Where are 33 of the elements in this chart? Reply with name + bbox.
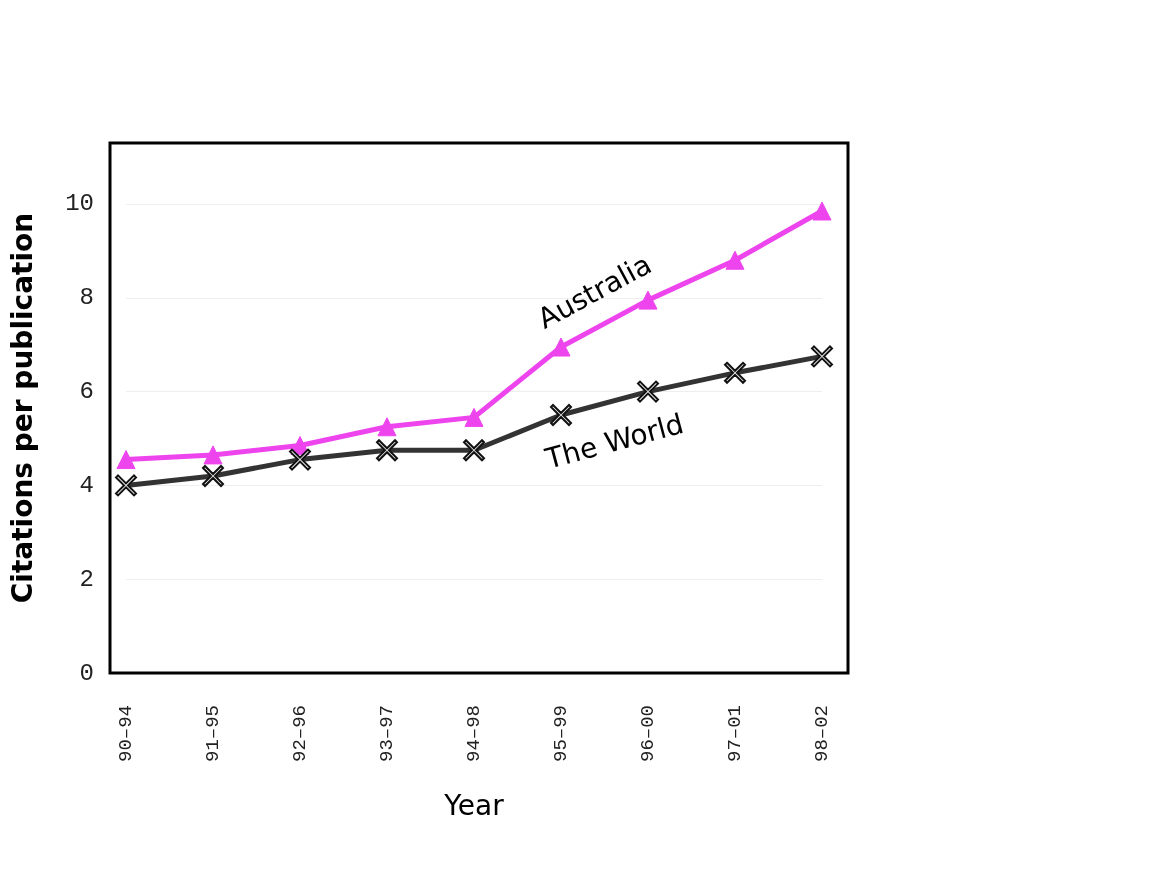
point	[550, 404, 572, 427]
y-tick-label: 0	[79, 659, 94, 687]
x-axis-title: Year	[443, 788, 505, 822]
point	[725, 250, 745, 270]
x-tick-label: 97–01	[724, 705, 746, 763]
x-tick-label: 90–94	[115, 705, 137, 763]
x-tick-label: 95–99	[550, 705, 572, 763]
point	[464, 407, 484, 427]
point	[724, 361, 746, 384]
point	[812, 201, 832, 221]
point	[463, 439, 485, 462]
x-tick-label: 94–98	[463, 705, 485, 763]
point	[115, 474, 137, 497]
x-tick-label: 93–97	[376, 705, 398, 763]
text: The World	[541, 407, 687, 476]
y-tick-label: 10	[65, 190, 94, 218]
y-tick-label: 4	[79, 471, 94, 499]
point	[202, 465, 224, 488]
x-tick-label: 98–02	[811, 705, 833, 763]
y-tick-label: 2	[79, 565, 94, 593]
point	[377, 417, 397, 437]
x-tick-label: 96–00	[637, 705, 659, 763]
point	[811, 345, 833, 368]
point	[376, 439, 398, 462]
point	[289, 448, 311, 471]
point	[203, 445, 223, 465]
point	[116, 450, 136, 470]
y-tick-label: 6	[79, 378, 94, 406]
y-tick-label: 8	[79, 284, 94, 312]
x-tick-label: 92–96	[289, 705, 311, 763]
point	[551, 337, 571, 357]
y-axis-title: Citations per publication	[5, 212, 39, 604]
x-tick-label: 91–95	[202, 705, 224, 763]
